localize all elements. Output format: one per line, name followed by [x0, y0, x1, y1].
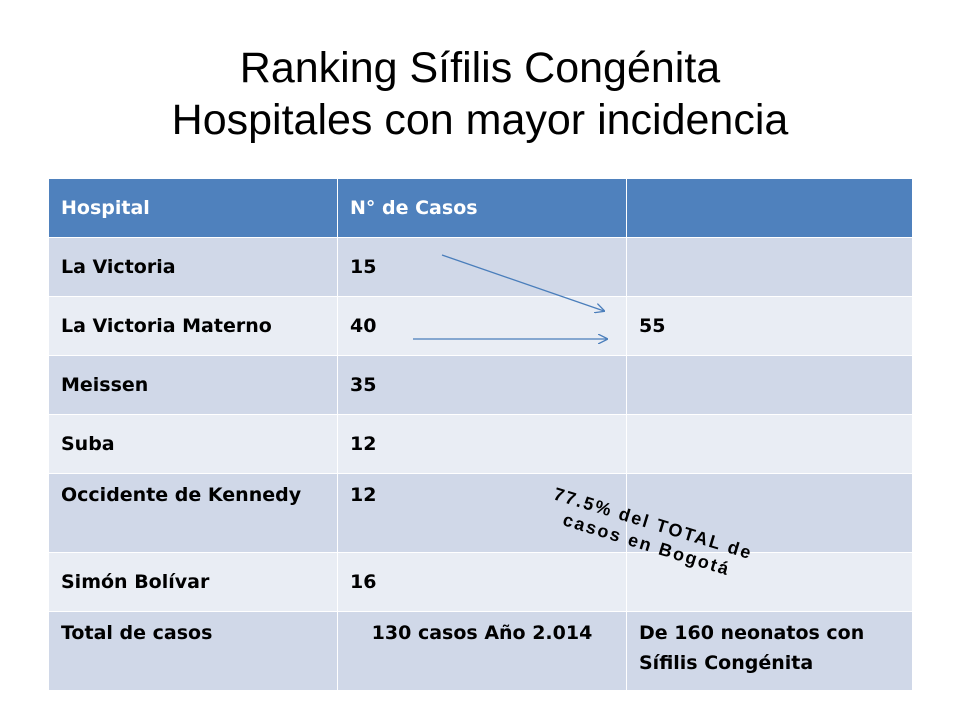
- title-line-2: Hospitales con mayor incidencia: [171, 96, 789, 144]
- cell-extra: [626, 552, 913, 612]
- cell-hospital: Occidente de Kennedy: [48, 473, 338, 553]
- cell-extra: 55: [626, 296, 913, 356]
- table-row: Suba 12: [48, 414, 913, 474]
- cell-extra: [626, 473, 913, 553]
- header-empty: [626, 178, 913, 238]
- cell-cases: 12: [337, 414, 627, 474]
- table-header-row: Hospital N° de Casos: [48, 178, 913, 238]
- cell-hospital: Suba: [48, 414, 338, 474]
- cell-total-note: De 160 neonatos con Sífilis Congénita: [626, 611, 913, 691]
- cell-total-label: Total de casos: [48, 611, 338, 691]
- cell-hospital: Simón Bolívar: [48, 552, 338, 612]
- table-row: La Victoria 15: [48, 237, 913, 297]
- table-row: Meissen 35: [48, 355, 913, 415]
- table-row: Occidente de Kennedy 12: [48, 473, 913, 553]
- hospital-ranking-table: Hospital N° de Casos La Victoria 15 La V…: [48, 178, 913, 691]
- title-line-1: Ranking Sífilis Congénita: [239, 44, 721, 92]
- slide-title: Ranking Sífilis Congénita Hospitales con…: [0, 42, 960, 146]
- cell-cases: 16: [337, 552, 627, 612]
- cell-extra: [626, 355, 913, 415]
- cell-cases: 35: [337, 355, 627, 415]
- table-row: La Victoria Materno 40 55: [48, 296, 913, 356]
- cell-extra: [626, 414, 913, 474]
- header-hospital: Hospital: [48, 178, 338, 238]
- cell-cases: 40: [337, 296, 627, 356]
- table-row: Simón Bolívar 16: [48, 552, 913, 612]
- cell-extra: [626, 237, 913, 297]
- cell-hospital: La Victoria Materno: [48, 296, 338, 356]
- cell-hospital: Meissen: [48, 355, 338, 415]
- cell-hospital: La Victoria: [48, 237, 338, 297]
- cell-cases: 12: [337, 473, 627, 553]
- header-cases: N° de Casos: [337, 178, 627, 238]
- cell-total-cases: 130 casos Año 2.014: [337, 611, 627, 691]
- table-total-row: Total de casos 130 casos Año 2.014 De 16…: [48, 611, 913, 691]
- cell-cases: 15: [337, 237, 627, 297]
